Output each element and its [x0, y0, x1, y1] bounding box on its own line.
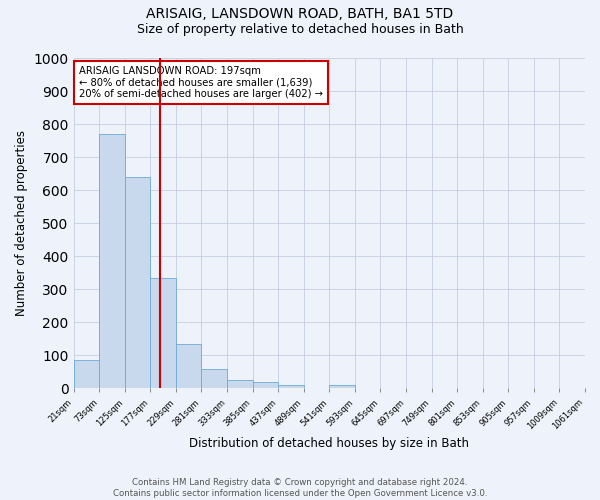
Text: Size of property relative to detached houses in Bath: Size of property relative to detached ho…: [137, 22, 463, 36]
Y-axis label: Number of detached properties: Number of detached properties: [15, 130, 28, 316]
Bar: [176, 344, 202, 389]
Text: Contains HM Land Registry data © Crown copyright and database right 2024.
Contai: Contains HM Land Registry data © Crown c…: [113, 478, 487, 498]
Bar: [253, 382, 278, 388]
Bar: [99, 134, 125, 388]
Text: ARISAIG, LANSDOWN ROAD, BATH, BA1 5TD: ARISAIG, LANSDOWN ROAD, BATH, BA1 5TD: [146, 8, 454, 22]
Bar: [202, 368, 227, 388]
Bar: [125, 177, 150, 388]
X-axis label: Distribution of detached houses by size in Bath: Distribution of detached houses by size …: [189, 437, 469, 450]
Bar: [150, 278, 176, 388]
Bar: [227, 380, 253, 388]
Bar: [278, 385, 304, 388]
Bar: [329, 385, 355, 388]
Bar: [74, 360, 99, 388]
Text: ARISAIG LANSDOWN ROAD: 197sqm
← 80% of detached houses are smaller (1,639)
20% o: ARISAIG LANSDOWN ROAD: 197sqm ← 80% of d…: [79, 66, 323, 100]
